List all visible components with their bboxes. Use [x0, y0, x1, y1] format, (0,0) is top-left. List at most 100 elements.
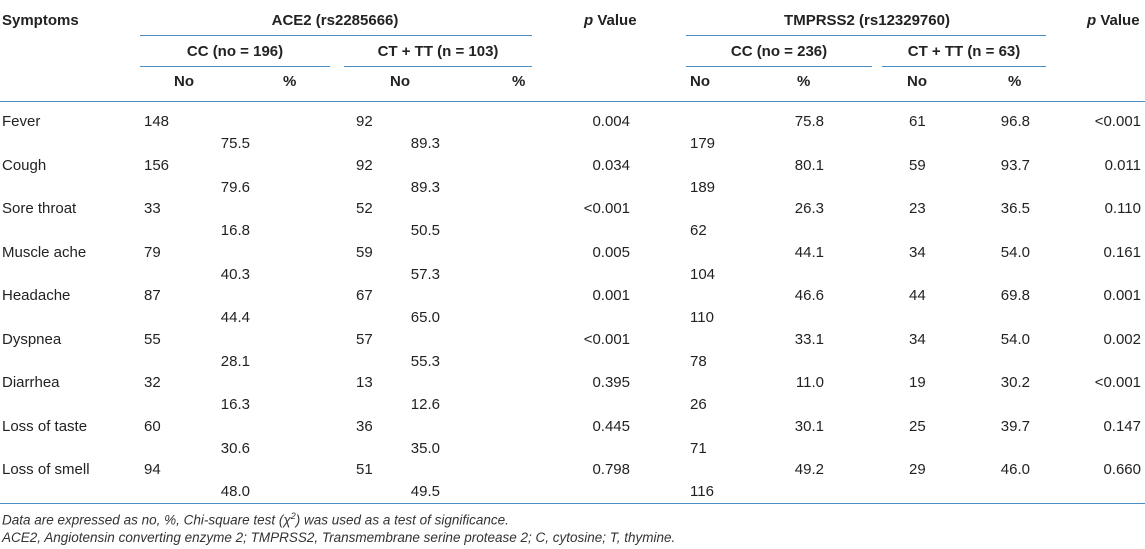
tmprss2-ct-no-cell: 44	[909, 287, 926, 304]
p-value-2-cell: 0.001	[1103, 287, 1141, 304]
ace2-ct-pct-cell: 50.5	[410, 222, 440, 239]
tmprss2-cc-pct-cell: 30.1	[794, 417, 824, 435]
col-tmprss2-cc-no: No	[690, 73, 710, 90]
ace2-ct-no-cell: 59	[356, 243, 373, 261]
p-value-2-cell: 0.110	[1104, 200, 1141, 217]
p-value-2-cell: <0.001	[1094, 374, 1141, 391]
ace2-ct-no-cell: 51	[356, 461, 373, 478]
symptoms-header: Symptoms	[2, 12, 79, 29]
tmprss2-group-rule	[686, 35, 1046, 36]
tmprss2-cc-pct-cell: 11.0	[795, 374, 824, 391]
col-ace2-ct-no: No	[390, 73, 410, 90]
tmprss2-ct-pct-cell: 39.7	[1000, 417, 1030, 435]
ace2-cc-no-cell: 94	[144, 461, 161, 478]
ace2-cc-no-cell: 55	[144, 330, 161, 348]
p-value-1-cell: 0.445	[592, 417, 630, 435]
ace2-cc-no-cell: 79	[144, 243, 161, 261]
tmprss2-cc-no-cell: 104	[690, 265, 716, 283]
tmprss2-cc-pct-cell: 33.1	[794, 330, 824, 348]
p-value-1-cell: <0.001	[583, 330, 630, 348]
ace2-cc-no-cell: 87	[144, 287, 161, 304]
p-value-2-cell: 0.660	[1103, 461, 1141, 478]
tmprss2-cc-pct-cell: 26.3	[794, 200, 824, 217]
tmprss2-ct-rule	[882, 66, 1046, 67]
symptom-cell: Loss of smell	[2, 461, 90, 478]
p-value-1-cell: 0.001	[592, 287, 630, 304]
ace2-cc-no-cell: 60	[144, 417, 161, 435]
symptom-cell: Diarrhea	[2, 374, 60, 391]
ace2-ct-pct-cell: 55.3	[410, 352, 440, 370]
ace2-cc-pct-cell: 48.0	[220, 483, 250, 500]
ace2-ct-pct-cell: 89.3	[410, 135, 440, 152]
tmprss2-cc-no-cell: 26	[690, 396, 707, 413]
p-value-header-2: p Value	[1087, 12, 1140, 29]
tmprss2-ct-no-cell: 19	[909, 374, 926, 391]
tmprss2-ct-pct-cell: 93.7	[1000, 156, 1030, 174]
ace2-ct-no-cell: 13	[356, 374, 373, 391]
tmprss2-cc-pct-cell: 49.2	[794, 461, 824, 478]
footnote-2: ACE2, Angiotensin converting enzyme 2; T…	[2, 530, 676, 545]
ace2-cc-pct-cell: 30.6	[220, 439, 250, 457]
ace2-cc-no-cell: 32	[144, 374, 161, 391]
tmprss2-ct-no-cell: 34	[909, 330, 926, 348]
symptom-cell: Sore throat	[2, 200, 77, 217]
tmprss2-ct-no-cell: 23	[909, 200, 926, 217]
ace2-cc-pct-cell: 75.5	[220, 135, 250, 152]
col-tmprss2-ct-pct: %	[1008, 73, 1022, 90]
p-value-2-cell: 0.161	[1103, 243, 1141, 261]
footnote-1: Data are expressed as no, %, Chi-square …	[2, 511, 509, 528]
tmprss2-ct-header: CT + TT (n = 63)	[907, 43, 1021, 60]
ace2-ct-no-cell: 92	[356, 156, 373, 174]
tmprss2-ct-pct-cell: 54.0	[1000, 243, 1030, 261]
p-value-1-cell: <0.001	[583, 200, 630, 217]
tmprss2-ct-pct-cell: 69.8	[1000, 287, 1030, 304]
ace2-header: ACE2 (rs2285666)	[271, 12, 399, 29]
table-bottom-rule	[0, 503, 1145, 504]
ace2-cc-no-cell: 148	[144, 113, 170, 130]
header-bottom-rule	[0, 101, 1145, 102]
p-value-1-cell: 0.395	[592, 374, 630, 391]
p-value-1-cell: 0.004	[592, 113, 630, 130]
p-value-2-cell: 0.011	[1104, 156, 1141, 174]
ace2-cc-pct-cell: 16.3	[220, 396, 250, 413]
tmprss2-cc-no-cell: 62	[690, 222, 707, 239]
ace2-ct-pct-cell: 89.3	[410, 178, 440, 196]
tmprss2-ct-no-cell: 61	[909, 113, 926, 130]
p-value-1-cell: 0.034	[592, 156, 630, 174]
symptom-cell: Cough	[2, 156, 47, 174]
tmprss2-ct-no-cell: 34	[909, 243, 926, 261]
ace2-group-rule	[140, 35, 532, 36]
ace2-ct-header: CT + TT (n = 103)	[377, 43, 499, 60]
ace2-ct-no-cell: 52	[356, 200, 373, 217]
symptom-cell: Headache	[2, 287, 71, 304]
ace2-cc-no-cell: 33	[144, 200, 161, 217]
col-ace2-ct-pct: %	[512, 73, 526, 90]
ace2-cc-pct-cell: 44.4	[220, 309, 250, 326]
tmprss2-cc-no-cell: 78	[690, 352, 707, 370]
tmprss2-cc-rule	[686, 66, 872, 67]
symptom-cell: Fever	[2, 113, 41, 130]
p-value-2-cell: 0.002	[1103, 330, 1141, 348]
symptom-cell: Dyspnea	[2, 330, 62, 348]
p-value-2-cell: <0.001	[1094, 113, 1141, 130]
ace2-ct-pct-cell: 12.6	[410, 396, 440, 413]
p-value-header-1: p Value	[584, 12, 637, 29]
tmprss2-cc-pct-cell: 44.1	[794, 243, 824, 261]
ace2-cc-pct-cell: 28.1	[220, 352, 250, 370]
ace2-ct-pct-cell: 65.0	[410, 309, 440, 326]
tmprss2-cc-pct-cell: 46.6	[794, 287, 824, 304]
tmprss2-ct-pct-cell: 30.2	[1000, 374, 1030, 391]
tmprss2-ct-pct-cell: 36.5	[1000, 200, 1030, 217]
ace2-cc-pct-cell: 79.6	[220, 178, 250, 196]
symptom-cell: Loss of taste	[2, 417, 88, 435]
ace2-cc-pct-cell: 16.8	[220, 222, 250, 239]
tmprss2-ct-no-cell: 29	[909, 461, 926, 478]
col-tmprss2-ct-no: No	[907, 73, 927, 90]
ace2-cc-header: CC (no = 196)	[186, 43, 284, 60]
ace2-cc-rule	[140, 66, 330, 67]
p-value-2-cell: 0.147	[1103, 417, 1141, 435]
ace2-ct-no-cell: 36	[356, 417, 373, 435]
tmprss2-cc-no-cell: 110	[690, 309, 714, 326]
col-ace2-cc-pct: %	[283, 73, 297, 90]
